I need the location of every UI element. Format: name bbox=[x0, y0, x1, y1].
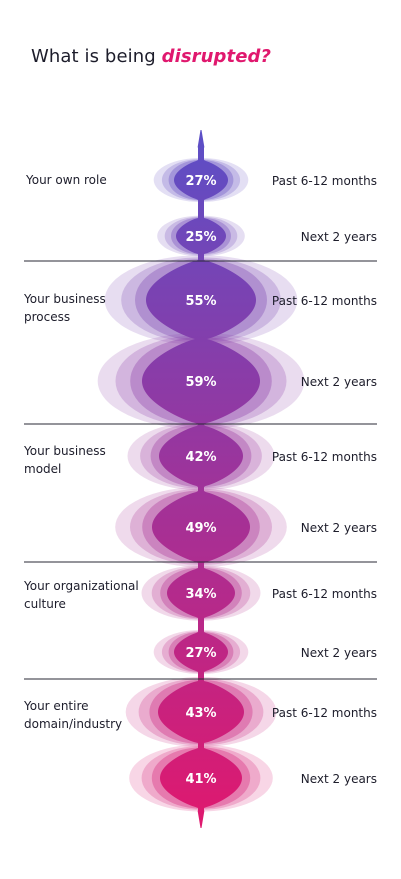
category-label: Your own role bbox=[25, 173, 107, 187]
title-prefix: What is being bbox=[31, 46, 162, 67]
value-label: 27% bbox=[185, 174, 216, 189]
chart-marks: 27% Past 6-12 months 25% Next 2 years 55% Pas… bbox=[23, 173, 377, 787]
value-label: 49% bbox=[185, 521, 216, 536]
page-title: What is being disrupted? bbox=[31, 46, 271, 67]
category-label: Your business bbox=[23, 444, 106, 458]
title-emphasis: disrupted? bbox=[161, 46, 272, 67]
period-label: Next 2 years bbox=[301, 375, 377, 389]
value-label: 34% bbox=[185, 587, 216, 602]
category-label: culture bbox=[24, 597, 66, 611]
category-label: Your organizational bbox=[23, 579, 139, 593]
period-label: Past 6-12 months bbox=[272, 706, 377, 720]
category-label: process bbox=[24, 310, 70, 324]
category-label: model bbox=[24, 462, 61, 476]
value-label: 59% bbox=[185, 375, 216, 390]
value-label: 55% bbox=[185, 294, 216, 309]
category-label: Your business bbox=[23, 292, 106, 306]
period-label: Past 6-12 months bbox=[272, 174, 377, 188]
period-label: Past 6-12 months bbox=[272, 587, 377, 601]
period-label: Next 2 years bbox=[301, 772, 377, 786]
value-label: 25% bbox=[185, 230, 216, 245]
period-label: Past 6-12 months bbox=[272, 450, 377, 464]
bubble-stem bbox=[142, 130, 260, 828]
value-label: 41% bbox=[185, 772, 216, 787]
period-label: Next 2 years bbox=[301, 230, 377, 244]
category-label: domain/industry bbox=[24, 717, 122, 731]
value-label: 42% bbox=[185, 450, 216, 465]
category-label: Your entire bbox=[23, 699, 89, 713]
period-label: Next 2 years bbox=[301, 521, 377, 535]
value-label: 27% bbox=[185, 646, 216, 661]
value-label: 43% bbox=[185, 706, 216, 721]
period-label: Next 2 years bbox=[301, 646, 377, 660]
period-label: Past 6-12 months bbox=[272, 294, 377, 308]
